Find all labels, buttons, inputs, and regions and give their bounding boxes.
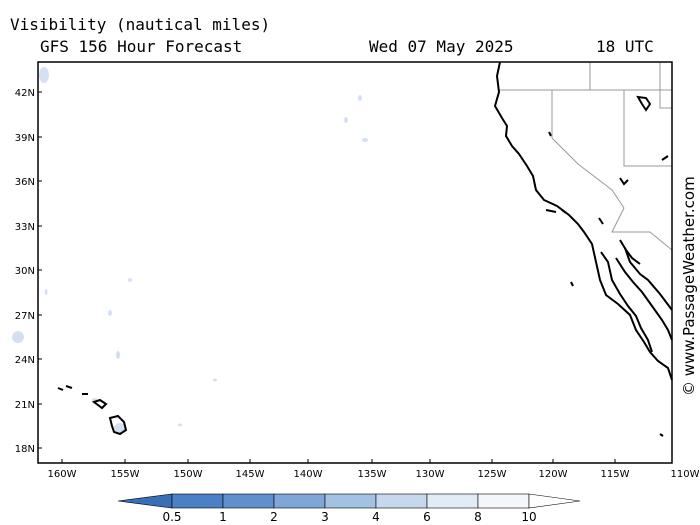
lat-tick-33n: 33N — [15, 222, 35, 233]
salton-sea — [619, 177, 629, 186]
lat-tick-39n: 39N — [15, 133, 35, 144]
lon-tick-110w: 110W — [671, 469, 700, 480]
political-borders — [500, 62, 673, 251]
lon-tick-135w: 135W — [358, 469, 387, 480]
forecast-subtitle: GFS 156 Hour Forecast — [40, 37, 243, 56]
guadalupe-island — [570, 281, 574, 287]
colorbar-high-arrow — [528, 493, 581, 509]
visibility-patches — [12, 67, 368, 433]
hawaii-oahu — [57, 385, 88, 395]
colorbar-bin-2 — [273, 493, 326, 509]
map-title: Visibility (nautical miles) — [10, 15, 271, 34]
colorbar-label-6: 8 — [474, 510, 482, 524]
coastlines — [57, 61, 673, 437]
colorbar-labels: 0.5 1 2 3 4 6 8 10 — [162, 510, 536, 524]
hawaii-big-island — [108, 414, 128, 436]
lat-tick-21n: 21N — [15, 400, 35, 411]
colorbar-bin-3 — [324, 493, 377, 509]
us-west-coastline — [493, 61, 673, 381]
colorbar-bin-4 — [375, 493, 428, 509]
colorbar-bin-0 — [171, 493, 224, 509]
colorbar-label-3: 3 — [321, 510, 329, 524]
colorbar-label-0: 0.5 — [162, 510, 181, 524]
colorbar-label-2: 2 — [270, 510, 278, 524]
map-frame — [37, 61, 673, 464]
colorbar-label-1: 1 — [219, 510, 227, 524]
lat-tick-42n: 42N — [15, 88, 35, 99]
lat-tick-marks — [38, 91, 616, 463]
colorbar-bin-6 — [477, 493, 530, 509]
great-salt-lake — [636, 95, 652, 112]
lat-tick-24n: 24N — [15, 355, 35, 366]
hawaii-maui — [91, 398, 108, 410]
colorbar-label-5: 6 — [423, 510, 431, 524]
forecast-time: 18 UTC — [596, 37, 654, 56]
colorbar — [117, 493, 581, 509]
lon-tick-140w: 140W — [294, 469, 323, 480]
lon-tick-120w: 120W — [539, 469, 568, 480]
lon-tick-160w: 160W — [48, 469, 77, 480]
baja-peninsula — [600, 247, 673, 353]
forecast-date: Wed 07 May 2025 — [369, 37, 514, 56]
lon-tick-145w: 145W — [236, 469, 265, 480]
lake-tahoe — [548, 131, 552, 137]
gulf-of-california — [619, 239, 641, 265]
lat-tick-36n: 36N — [15, 177, 35, 188]
socorro-island — [659, 433, 664, 437]
lon-tick-115w: 115W — [601, 469, 630, 480]
lon-tick-155w: 155W — [111, 469, 140, 480]
colorbar-low-arrow — [117, 493, 173, 509]
lon-tick-130w: 130W — [416, 469, 445, 480]
lon-tick-150w: 150W — [174, 469, 203, 480]
colorbar-bin-1 — [222, 493, 275, 509]
colorbar-label-7: 10 — [521, 510, 536, 524]
colorbar-label-4: 4 — [372, 510, 380, 524]
lon-axis: 160W 155W 150W 145W 140W 135W 130W 125W … — [48, 469, 700, 480]
lat-tick-18n: 18N — [15, 444, 35, 455]
lat-tick-27n: 27N — [15, 311, 35, 322]
channel-islands — [545, 209, 604, 225]
arizona-lake — [661, 155, 669, 161]
watermark: © www.PassageWeather.com — [680, 176, 698, 396]
lon-tick-125w: 125W — [478, 469, 507, 480]
lat-axis: 42N 39N 36N 33N 30N 27N 24N 21N 18N — [15, 88, 35, 455]
lat-tick-30n: 30N — [15, 266, 35, 277]
colorbar-bin-5 — [426, 493, 479, 509]
